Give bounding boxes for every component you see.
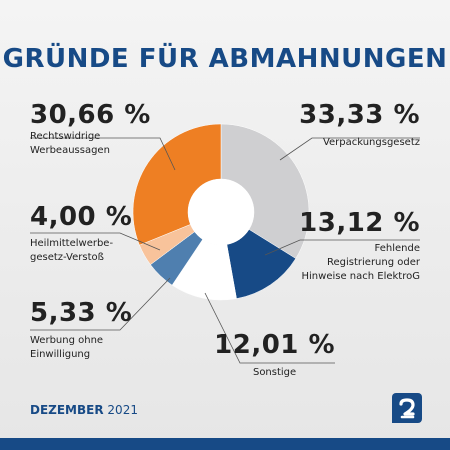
category-label: Verpackungsgesetz xyxy=(322,137,420,148)
percent-value: 5,33 % xyxy=(30,298,133,328)
date-footer: DEZEMBER 2021 xyxy=(30,403,138,417)
percent-value: 13,12 % xyxy=(299,208,420,238)
leader-line-verpackung xyxy=(279,137,420,161)
leader-lines xyxy=(30,137,420,364)
percent-value: 30,66 % xyxy=(30,100,151,130)
percent-value: 33,33 % xyxy=(299,100,420,130)
brand-logo-icon xyxy=(392,393,422,423)
leader-line-fehlende xyxy=(264,239,420,256)
label-rechtswidrige-werbeaussagen: 30,66 % Rechtswidrige Werbeaussagen xyxy=(30,100,151,158)
bottom-bar xyxy=(0,438,450,450)
label-heilmittelwerbegesetz: 4,00 % Heilmittelwerbe- gesetz-Verstoß xyxy=(30,202,132,265)
category-label: Werbung ohne Einwilligung xyxy=(30,335,104,360)
leader-line-sonstige xyxy=(204,292,335,364)
label-sonstige: 12,01 % Sonstige xyxy=(214,330,335,380)
percent-value: 4,00 % xyxy=(30,202,133,232)
label-fehlende-registrierung: 13,12 % Fehlende Registrierung oder Hinw… xyxy=(299,208,420,284)
category-label: Heilmittelwerbe- gesetz-Verstoß xyxy=(30,238,114,263)
category-label: Sonstige xyxy=(252,367,297,378)
category-label: Rechtswidrige Werbeaussagen xyxy=(30,131,110,156)
brand-logo-glyph xyxy=(399,398,415,419)
footer-year: 2021 xyxy=(107,403,138,417)
footer-month: DEZEMBER xyxy=(30,403,104,417)
leader-line-werbung xyxy=(30,277,171,331)
donut-slices xyxy=(132,123,310,301)
percent-value: 12,01 % xyxy=(214,330,335,360)
label-verpackungsgesetz: 33,33 % Verpackungsgesetz xyxy=(299,100,420,150)
page-title: GRÜNDE FÜR ABMAHNUNGEN xyxy=(2,44,448,74)
label-werbung-ohne-einwilligung: 5,33 % Werbung ohne Einwilligung xyxy=(30,298,132,362)
donut-hole xyxy=(188,179,254,245)
leader-line-heilmittel xyxy=(30,232,161,251)
leader-line-rechtswidrig xyxy=(30,137,176,171)
category-label: Fehlende Registrierung oder Hinweise nac… xyxy=(301,243,421,282)
